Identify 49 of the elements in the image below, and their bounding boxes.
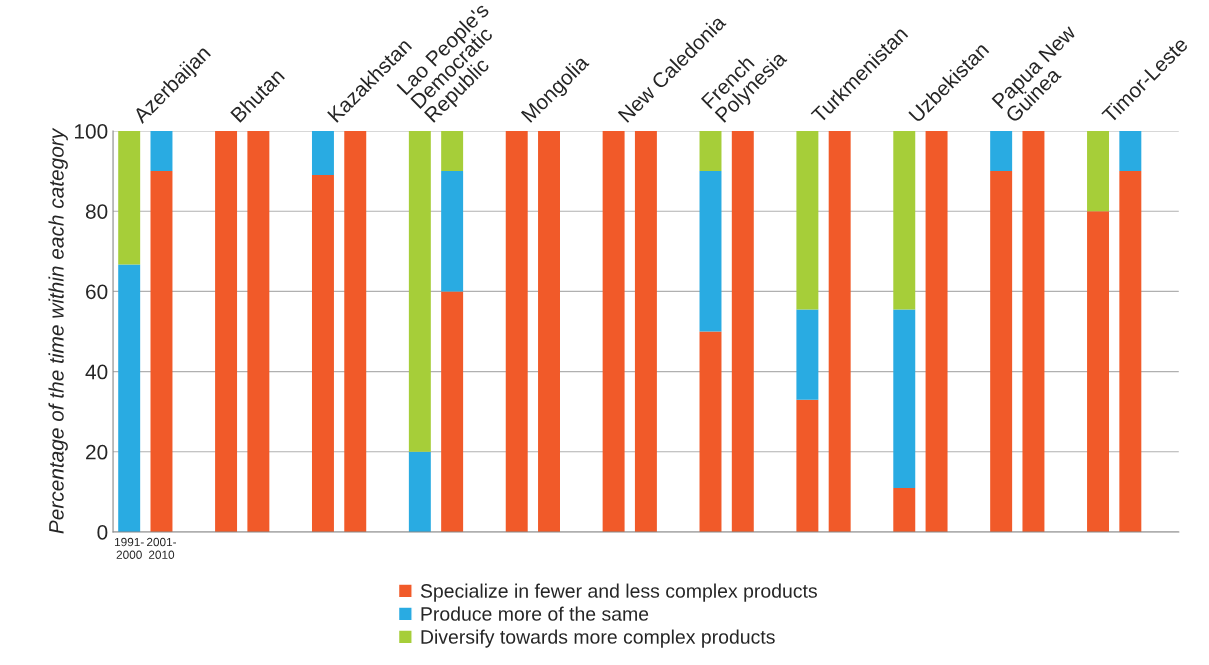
bar [441, 291, 464, 532]
x-tick-label: 2001- 2010 [146, 537, 177, 559]
bar [538, 131, 560, 532]
bar [1087, 211, 1110, 532]
y-tick-label: 80 [85, 204, 108, 219]
bar [1119, 171, 1142, 532]
x-tick-label: 1991- 2000 [114, 537, 144, 559]
bar [699, 131, 722, 172]
bar [150, 171, 173, 532]
bar [796, 399, 819, 532]
bar [1087, 131, 1110, 212]
bar [247, 131, 270, 532]
bar [925, 131, 948, 532]
bar [828, 131, 851, 532]
bar [150, 131, 173, 172]
bar [408, 131, 431, 452]
legend-label: Diversify towards more complex products [421, 629, 775, 648]
bar [118, 264, 141, 532]
bar [602, 131, 625, 532]
bar [441, 131, 464, 172]
y-axis-title: Percentage of the time within each category [48, 127, 68, 534]
y-tick-label: 0 [97, 525, 108, 540]
bar [408, 451, 431, 532]
bar [344, 131, 367, 532]
bar [311, 131, 334, 176]
y-tick-label: 20 [86, 444, 108, 460]
y-tick-label: 100 [75, 124, 108, 139]
bar [311, 175, 334, 532]
y-tick-label: 40 [85, 364, 108, 380]
bar [990, 131, 1013, 172]
bar [731, 131, 754, 532]
bar [796, 309, 819, 400]
bar [990, 171, 1013, 532]
bar [1119, 131, 1142, 172]
bar [893, 131, 916, 310]
bar [893, 487, 916, 532]
bar [118, 131, 141, 265]
bar [1022, 131, 1045, 532]
bar [796, 131, 819, 310]
bar [634, 131, 657, 532]
legend-label: Specialize in fewer and less complex products [420, 583, 817, 602]
bar [215, 131, 238, 532]
bar [441, 171, 464, 292]
legend-label: Produce more of the same [421, 606, 649, 621]
bar [699, 171, 722, 332]
bar [505, 131, 528, 532]
bar [893, 309, 916, 488]
y-tick-label: 60 [86, 284, 108, 300]
bar [699, 331, 722, 532]
